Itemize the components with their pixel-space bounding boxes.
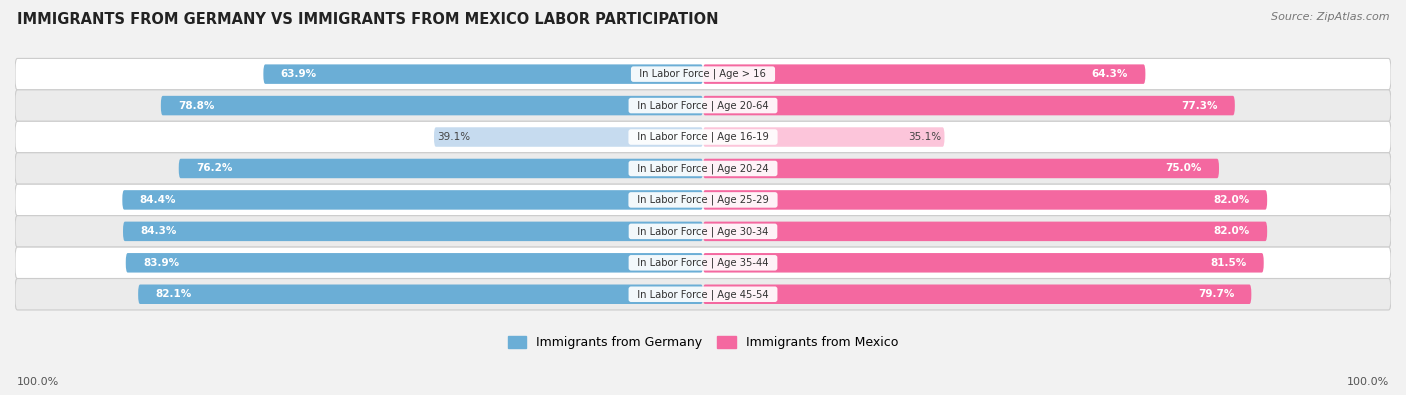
FancyBboxPatch shape — [179, 159, 703, 178]
Text: 81.5%: 81.5% — [1211, 258, 1247, 268]
FancyBboxPatch shape — [703, 222, 1267, 241]
Text: In Labor Force | Age 45-54: In Labor Force | Age 45-54 — [631, 289, 775, 299]
FancyBboxPatch shape — [703, 284, 1251, 304]
FancyBboxPatch shape — [122, 190, 703, 210]
Text: 79.7%: 79.7% — [1198, 289, 1234, 299]
FancyBboxPatch shape — [15, 278, 1391, 310]
Text: In Labor Force | Age 30-34: In Labor Force | Age 30-34 — [631, 226, 775, 237]
Text: Source: ZipAtlas.com: Source: ZipAtlas.com — [1271, 12, 1389, 22]
Text: 76.2%: 76.2% — [195, 164, 232, 173]
FancyBboxPatch shape — [15, 121, 1391, 153]
Text: 100.0%: 100.0% — [1347, 377, 1389, 387]
FancyBboxPatch shape — [15, 90, 1391, 121]
Text: In Labor Force | Age 20-24: In Labor Force | Age 20-24 — [631, 163, 775, 174]
Text: 82.1%: 82.1% — [155, 289, 191, 299]
Text: 82.0%: 82.0% — [1213, 195, 1250, 205]
FancyBboxPatch shape — [703, 159, 1219, 178]
Text: 78.8%: 78.8% — [179, 101, 215, 111]
FancyBboxPatch shape — [703, 253, 1264, 273]
FancyBboxPatch shape — [15, 153, 1391, 184]
FancyBboxPatch shape — [15, 184, 1391, 216]
FancyBboxPatch shape — [263, 64, 703, 84]
FancyBboxPatch shape — [122, 222, 703, 241]
Text: In Labor Force | Age > 16: In Labor Force | Age > 16 — [634, 69, 772, 79]
FancyBboxPatch shape — [15, 216, 1391, 247]
Text: 84.4%: 84.4% — [139, 195, 176, 205]
FancyBboxPatch shape — [703, 190, 1267, 210]
Text: In Labor Force | Age 20-64: In Labor Force | Age 20-64 — [631, 100, 775, 111]
Text: IMMIGRANTS FROM GERMANY VS IMMIGRANTS FROM MEXICO LABOR PARTICIPATION: IMMIGRANTS FROM GERMANY VS IMMIGRANTS FR… — [17, 12, 718, 27]
Text: In Labor Force | Age 25-29: In Labor Force | Age 25-29 — [631, 195, 775, 205]
Text: 77.3%: 77.3% — [1181, 101, 1218, 111]
Text: 39.1%: 39.1% — [437, 132, 471, 142]
Text: 83.9%: 83.9% — [143, 258, 179, 268]
Text: 35.1%: 35.1% — [908, 132, 941, 142]
Text: 84.3%: 84.3% — [141, 226, 177, 236]
FancyBboxPatch shape — [160, 96, 703, 115]
FancyBboxPatch shape — [703, 96, 1234, 115]
Text: 64.3%: 64.3% — [1092, 69, 1128, 79]
Legend: Immigrants from Germany, Immigrants from Mexico: Immigrants from Germany, Immigrants from… — [502, 331, 904, 354]
Text: In Labor Force | Age 16-19: In Labor Force | Age 16-19 — [631, 132, 775, 142]
Text: 82.0%: 82.0% — [1213, 226, 1250, 236]
FancyBboxPatch shape — [15, 247, 1391, 278]
FancyBboxPatch shape — [703, 127, 945, 147]
Text: 75.0%: 75.0% — [1166, 164, 1202, 173]
Text: In Labor Force | Age 35-44: In Labor Force | Age 35-44 — [631, 258, 775, 268]
Text: 100.0%: 100.0% — [17, 377, 59, 387]
FancyBboxPatch shape — [703, 64, 1146, 84]
FancyBboxPatch shape — [138, 284, 703, 304]
FancyBboxPatch shape — [125, 253, 703, 273]
Text: 63.9%: 63.9% — [281, 69, 316, 79]
FancyBboxPatch shape — [15, 58, 1391, 90]
FancyBboxPatch shape — [434, 127, 703, 147]
